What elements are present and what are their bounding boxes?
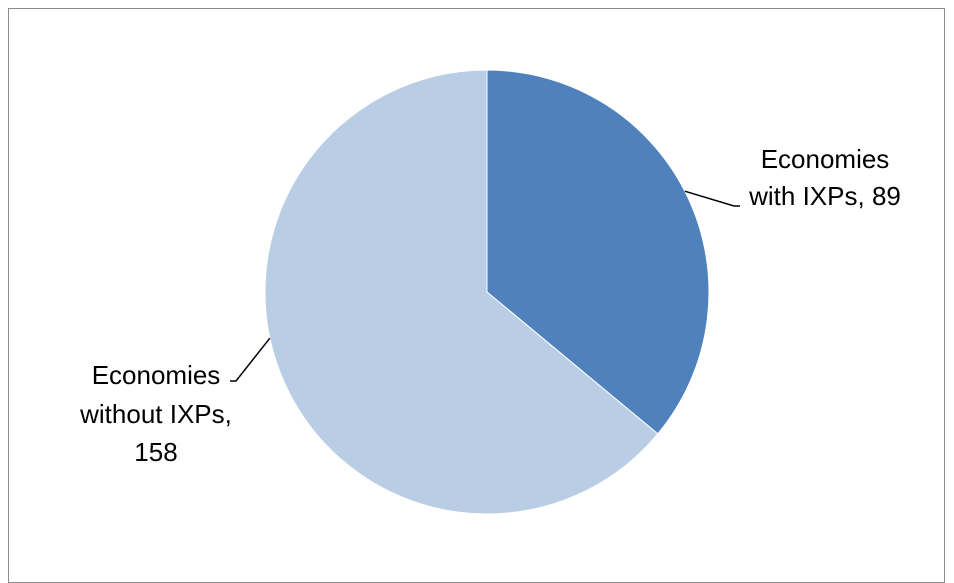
leader-line-with-ixps	[684, 190, 740, 207]
pie-slices	[264, 69, 710, 515]
data-label-without-ixps: Economies without IXPs, 158	[79, 360, 232, 467]
data-label-without-ixps-line-1: Economies	[92, 360, 221, 390]
pie-slice-with-ixps	[486, 69, 710, 435]
data-label-without-ixps-line-2: without IXPs,	[79, 399, 232, 429]
data-label-without-ixps-line-3: 158	[134, 437, 177, 467]
data-label-with-ixps-line-1: Economies	[761, 144, 890, 174]
pie-slice-without-ixps	[264, 69, 659, 515]
leader-lines	[230, 190, 740, 382]
data-label-with-ixps: Economies with IXPs, 89	[748, 144, 901, 211]
data-label-with-ixps-line-2: with IXPs, 89	[748, 181, 901, 211]
leader-line-without-ixps	[230, 337, 271, 382]
